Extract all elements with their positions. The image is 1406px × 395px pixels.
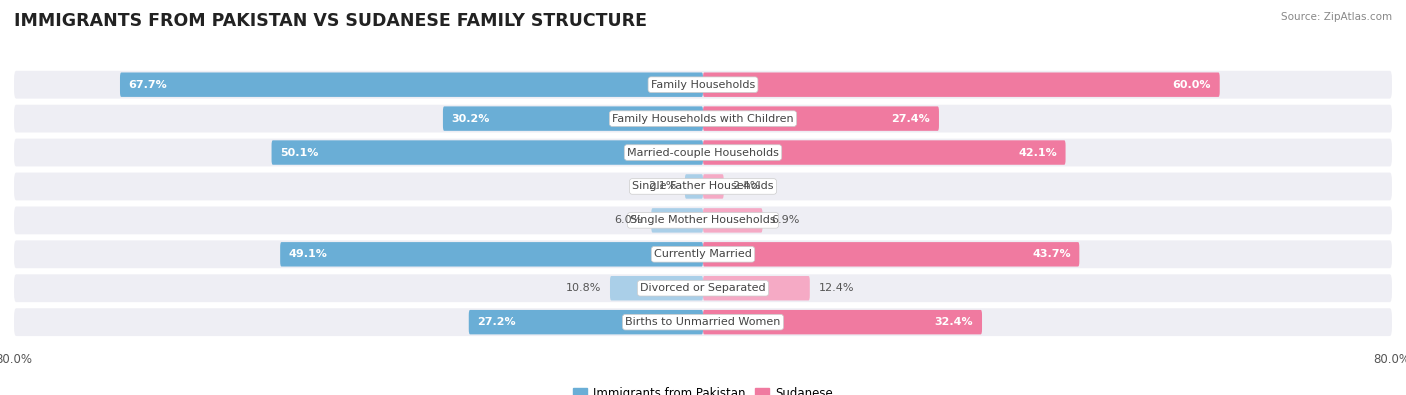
FancyBboxPatch shape bbox=[271, 140, 703, 165]
Text: Single Mother Households: Single Mother Households bbox=[630, 215, 776, 226]
FancyBboxPatch shape bbox=[703, 72, 1219, 97]
Text: 50.1%: 50.1% bbox=[280, 148, 319, 158]
Text: 49.1%: 49.1% bbox=[288, 249, 328, 259]
Text: Divorced or Separated: Divorced or Separated bbox=[640, 283, 766, 293]
Text: 2.1%: 2.1% bbox=[648, 181, 676, 192]
Text: 43.7%: 43.7% bbox=[1032, 249, 1071, 259]
Text: 32.4%: 32.4% bbox=[935, 317, 973, 327]
FancyBboxPatch shape bbox=[703, 140, 1066, 165]
FancyBboxPatch shape bbox=[14, 274, 1392, 302]
FancyBboxPatch shape bbox=[703, 310, 981, 335]
FancyBboxPatch shape bbox=[280, 242, 703, 267]
Text: Source: ZipAtlas.com: Source: ZipAtlas.com bbox=[1281, 12, 1392, 22]
Text: 10.8%: 10.8% bbox=[567, 283, 602, 293]
Text: 27.2%: 27.2% bbox=[478, 317, 516, 327]
Text: 6.9%: 6.9% bbox=[770, 215, 800, 226]
FancyBboxPatch shape bbox=[685, 174, 703, 199]
Text: 12.4%: 12.4% bbox=[818, 283, 853, 293]
FancyBboxPatch shape bbox=[14, 173, 1392, 200]
Text: 60.0%: 60.0% bbox=[1173, 80, 1211, 90]
FancyBboxPatch shape bbox=[610, 276, 703, 301]
FancyBboxPatch shape bbox=[443, 106, 703, 131]
FancyBboxPatch shape bbox=[468, 310, 703, 335]
Text: Currently Married: Currently Married bbox=[654, 249, 752, 259]
Text: Births to Unmarried Women: Births to Unmarried Women bbox=[626, 317, 780, 327]
FancyBboxPatch shape bbox=[651, 208, 703, 233]
Text: 2.4%: 2.4% bbox=[733, 181, 761, 192]
FancyBboxPatch shape bbox=[14, 207, 1392, 234]
FancyBboxPatch shape bbox=[14, 71, 1392, 99]
FancyBboxPatch shape bbox=[703, 276, 810, 301]
Text: 42.1%: 42.1% bbox=[1018, 148, 1057, 158]
FancyBboxPatch shape bbox=[703, 106, 939, 131]
FancyBboxPatch shape bbox=[120, 72, 703, 97]
Text: 6.0%: 6.0% bbox=[614, 215, 643, 226]
Text: Family Households: Family Households bbox=[651, 80, 755, 90]
FancyBboxPatch shape bbox=[703, 208, 762, 233]
Text: 30.2%: 30.2% bbox=[451, 114, 489, 124]
FancyBboxPatch shape bbox=[703, 242, 1080, 267]
FancyBboxPatch shape bbox=[14, 105, 1392, 133]
FancyBboxPatch shape bbox=[703, 174, 724, 199]
Text: Single Father Households: Single Father Households bbox=[633, 181, 773, 192]
Text: 27.4%: 27.4% bbox=[891, 114, 931, 124]
Text: Married-couple Households: Married-couple Households bbox=[627, 148, 779, 158]
FancyBboxPatch shape bbox=[14, 241, 1392, 268]
Legend: Immigrants from Pakistan, Sudanese: Immigrants from Pakistan, Sudanese bbox=[568, 383, 838, 395]
Text: IMMIGRANTS FROM PAKISTAN VS SUDANESE FAMILY STRUCTURE: IMMIGRANTS FROM PAKISTAN VS SUDANESE FAM… bbox=[14, 12, 647, 30]
Text: 67.7%: 67.7% bbox=[128, 80, 167, 90]
FancyBboxPatch shape bbox=[14, 139, 1392, 166]
FancyBboxPatch shape bbox=[14, 308, 1392, 336]
Text: Family Households with Children: Family Households with Children bbox=[612, 114, 794, 124]
